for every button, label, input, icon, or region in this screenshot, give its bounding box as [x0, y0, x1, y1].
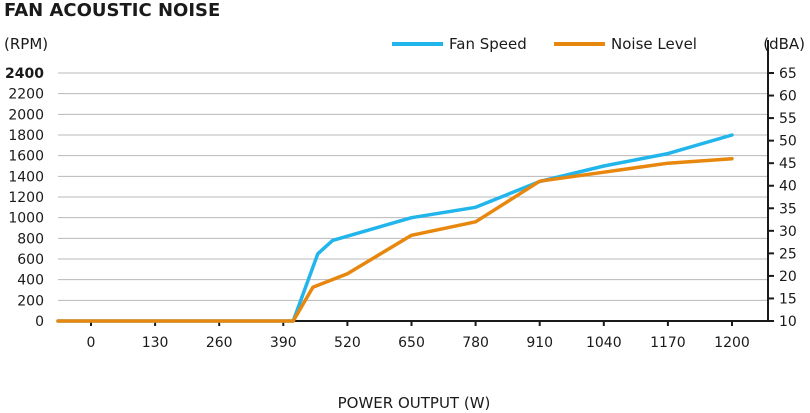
x-tick-label: 260	[206, 335, 233, 351]
right-tick-label: 35	[779, 201, 797, 217]
left-tick-label: 600	[17, 252, 44, 268]
left-tick-label: 1600	[8, 149, 44, 165]
right-axis-ticks: 10 15 20 25 30 35 40 45 50 55 60 65	[768, 66, 797, 330]
left-tick-label: 1000	[8, 211, 44, 227]
right-tick-label: 55	[779, 111, 797, 127]
right-tick-label: 15	[779, 291, 797, 307]
legend-item-fan-speed: Fan Speed	[392, 35, 527, 53]
left-tick-label: 2200	[8, 87, 44, 103]
x-axis-ticks: 0 130 260 390 520 650 780 910 1040 1170 1200	[87, 321, 750, 351]
right-tick-label: 50	[779, 134, 797, 150]
right-tick-label: 10	[779, 314, 797, 330]
right-tick-label: 65	[779, 66, 797, 82]
x-tick-label: 910	[526, 335, 553, 351]
legend-label-fan-speed: Fan Speed	[449, 35, 527, 53]
right-axis-unit: (dBA)	[763, 35, 805, 53]
series-line-fan-speed	[56, 133, 734, 323]
x-axis-label: POWER OUTPUT (W)	[338, 394, 491, 412]
left-axis-unit: (RPM)	[4, 35, 48, 53]
x-tick-label: 0	[87, 335, 96, 351]
left-tick-label: 200	[17, 293, 44, 309]
axes	[58, 40, 769, 322]
left-tick-label: 2400	[5, 66, 44, 82]
legend-item-noise-level: Noise Level	[554, 35, 697, 53]
left-tick-label: 1200	[8, 190, 44, 206]
legend: Fan Speed Noise Level	[392, 35, 697, 53]
left-tick-label: 400	[17, 273, 44, 289]
left-tick-label: 0	[35, 314, 44, 330]
left-tick-label: 1400	[8, 169, 44, 185]
x-tick-label: 520	[334, 335, 361, 351]
chart-title: FAN ACOUSTIC NOISE	[4, 0, 220, 21]
right-tick-label: 20	[779, 269, 797, 285]
gridlines	[58, 72, 768, 301]
x-tick-label: 1170	[650, 335, 686, 351]
x-tick-label: 1040	[586, 335, 622, 351]
x-tick-label: 650	[398, 335, 425, 351]
x-tick-label: 1200	[714, 335, 750, 351]
x-tick-label: 780	[462, 335, 489, 351]
right-tick-label: 60	[779, 89, 797, 105]
series-line-noise-level	[56, 156, 734, 323]
left-tick-label: 1800	[8, 128, 44, 144]
x-tick-label: 130	[142, 335, 169, 351]
right-tick-label: 30	[779, 224, 797, 240]
right-tick-label: 45	[779, 156, 797, 172]
left-tick-label: 800	[17, 231, 44, 247]
right-tick-label: 25	[779, 246, 797, 262]
left-axis-ticks: 0 200 400 600 800 1000 1200 1400 1600 1800 2000 220…	[5, 66, 44, 330]
right-tick-label: 40	[779, 179, 797, 195]
series-lines	[56, 133, 734, 323]
left-tick-label: 2000	[8, 107, 44, 123]
x-tick-label: 390	[270, 335, 297, 351]
legend-label-noise-level: Noise Level	[611, 35, 697, 53]
